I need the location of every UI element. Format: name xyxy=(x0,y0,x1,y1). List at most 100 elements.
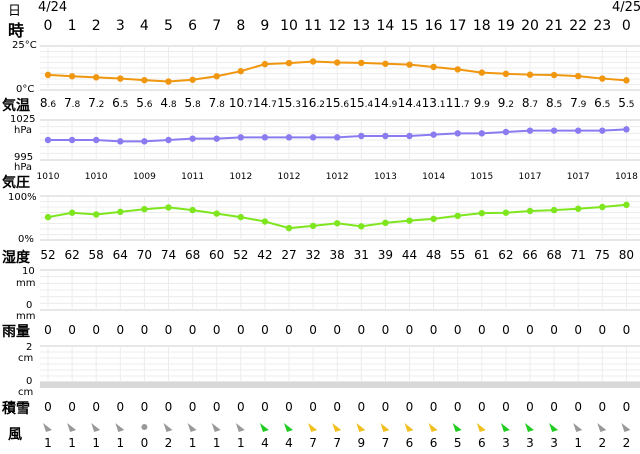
temp-value: 15.4 xyxy=(349,96,374,110)
snow-value: 0 xyxy=(574,400,582,414)
humidity-point xyxy=(68,209,76,216)
wind-arrow-icon xyxy=(211,423,221,432)
pressure-point xyxy=(117,138,124,145)
rain-value: 0 xyxy=(285,323,293,337)
wind-arrow-icon xyxy=(235,423,245,432)
wind-speed-value: 7 xyxy=(381,436,390,450)
temp-point xyxy=(237,67,244,75)
humidity-value: 68 xyxy=(184,248,201,262)
temp-point xyxy=(189,76,196,83)
temp-value: 14.4 xyxy=(397,96,422,110)
hour-cell: 15 xyxy=(400,18,419,34)
hour-cell: 2 xyxy=(91,18,101,34)
temp-axis-min: 0°C xyxy=(16,84,35,95)
humidity-value: 66 xyxy=(522,248,538,262)
hour-label: 時 xyxy=(8,21,25,40)
temp-point xyxy=(430,63,437,71)
wind-arrow-icon xyxy=(356,423,366,432)
pres-axis-max-unit: hPa xyxy=(14,125,33,136)
temp-point xyxy=(599,75,606,82)
humidity-point xyxy=(213,210,220,217)
pressure-point xyxy=(502,128,510,136)
temp-value: 5.8 xyxy=(184,96,201,110)
snow-base-bar xyxy=(40,382,640,388)
hour-cell: 3 xyxy=(115,18,125,34)
rain-value: 0 xyxy=(477,323,486,337)
wind-arrow-icon xyxy=(380,423,390,432)
snow-value: 0 xyxy=(164,400,173,414)
temp-value-decimal: .5 xyxy=(625,100,635,110)
temp-value: 5.6 xyxy=(136,96,153,110)
temp-value: 11.7 xyxy=(445,96,470,110)
rain-value: 0 xyxy=(502,323,510,337)
temp-value-decimal: .7 xyxy=(268,100,277,110)
hour-cell: 0 xyxy=(43,18,53,34)
snow-value: 0 xyxy=(598,400,607,414)
snow-value: 0 xyxy=(236,400,245,414)
temp-value-decimal: .5 xyxy=(119,100,129,110)
wind-speed-value: 2 xyxy=(622,436,631,450)
temp-value: 7.8 xyxy=(208,96,225,110)
rain-value: 0 xyxy=(429,323,438,337)
temp-point xyxy=(213,73,220,80)
wind-speed-value: 2 xyxy=(164,436,173,450)
wind-speed-value: 9 xyxy=(357,436,366,450)
rain-value: 0 xyxy=(164,323,173,337)
snow-value: 0 xyxy=(212,400,221,414)
rain-value: 0 xyxy=(309,323,317,337)
rain-value: 0 xyxy=(116,323,125,337)
humidity-value: 55 xyxy=(450,248,466,262)
temp-point xyxy=(623,77,630,84)
rain-value: 0 xyxy=(261,323,269,337)
rain-value: 0 xyxy=(357,323,366,337)
pressure-point xyxy=(599,127,606,134)
hour-cell: 13 xyxy=(352,18,371,34)
humidity-value: 39 xyxy=(377,248,394,262)
wind-speed-value: 6 xyxy=(429,436,438,450)
temp-value: 9.2 xyxy=(497,96,514,110)
hour-cell: 5 xyxy=(164,18,173,34)
temp-value: 14.9 xyxy=(373,96,398,110)
temp-value-decimal: .2 xyxy=(95,100,105,110)
humidity-label: 湿度 xyxy=(2,250,30,266)
temp-value: 6.5 xyxy=(594,96,611,110)
wind-arrow-icon xyxy=(525,423,534,432)
pressure-point xyxy=(526,127,534,134)
humidity-value: 32 xyxy=(305,248,321,262)
wind-label: 風 xyxy=(8,427,22,443)
snow-value: 0 xyxy=(502,400,510,414)
pressure-point xyxy=(334,134,341,141)
wind-speed-value: 3 xyxy=(550,436,558,450)
humidity-point xyxy=(44,213,52,221)
temp-point xyxy=(454,66,461,73)
wind-speed-value: 1 xyxy=(44,436,52,450)
rain-axis-max-unit: mm xyxy=(16,278,36,289)
snow-value: 0 xyxy=(140,400,149,414)
humidity-point xyxy=(526,207,534,215)
hour-cell: 16 xyxy=(424,18,443,34)
rain-axis-min-unit: mm xyxy=(16,311,36,322)
humidity-point xyxy=(189,206,196,214)
pres-axis-max: 1025 xyxy=(10,114,36,125)
snow-value: 0 xyxy=(333,400,341,414)
pressure-point xyxy=(406,132,413,140)
snow-value: 0 xyxy=(405,400,414,414)
pressure-value: 1014 xyxy=(422,172,446,182)
rain-axis-min: 0 xyxy=(26,300,33,311)
temp-value: 4.8 xyxy=(160,96,177,110)
snow-value: 0 xyxy=(92,400,100,414)
temp-point xyxy=(502,70,510,78)
humidity-value: 31 xyxy=(353,248,369,262)
pressure-point xyxy=(44,136,52,144)
humidity-point xyxy=(575,205,582,212)
rain-axis-max: 10 xyxy=(22,266,35,277)
humidity-value: 74 xyxy=(160,248,177,262)
humidity-point xyxy=(430,215,437,223)
wind-speed-value: 1 xyxy=(92,436,100,450)
temp-value-decimal: .9 xyxy=(388,100,398,110)
pressure-value: 1010 xyxy=(36,172,60,182)
humidity-point xyxy=(599,203,606,211)
rain-value: 0 xyxy=(550,323,558,337)
pressure-value: 1012 xyxy=(325,172,349,182)
temp-label: 気温 xyxy=(2,98,30,114)
